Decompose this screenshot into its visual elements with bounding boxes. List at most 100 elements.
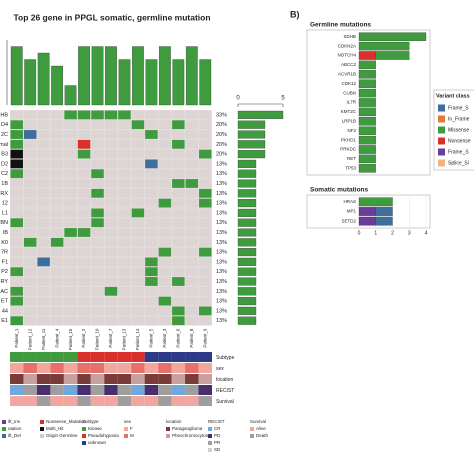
track-cell xyxy=(185,363,199,373)
cell xyxy=(91,208,104,218)
cell xyxy=(23,159,37,169)
cell xyxy=(64,139,77,149)
cell xyxy=(158,188,172,198)
cell xyxy=(50,267,64,277)
cell xyxy=(185,267,199,277)
track-cell xyxy=(36,352,51,362)
legend-swatch xyxy=(124,427,128,431)
cell xyxy=(37,208,50,218)
patient-label: Patient_8 xyxy=(189,328,194,348)
track-cell xyxy=(90,396,105,406)
gene-label: 12 xyxy=(2,201,8,207)
gene-label: mal xyxy=(0,142,8,148)
category-label: SETD2 xyxy=(341,218,356,223)
track-cell xyxy=(63,396,78,406)
cell xyxy=(145,159,158,169)
cell xyxy=(37,110,50,120)
cell xyxy=(158,198,172,208)
cell xyxy=(91,188,104,198)
gene-label: BN xyxy=(0,220,8,226)
track-cell xyxy=(90,352,105,362)
cell xyxy=(91,296,104,306)
cell xyxy=(185,228,199,237)
legend-label: Missense xyxy=(448,127,469,133)
legend-label: Paraganglioma xyxy=(172,426,203,431)
cell xyxy=(199,237,212,247)
cell xyxy=(64,306,77,316)
cell xyxy=(37,237,50,247)
cell xyxy=(104,188,118,198)
cell xyxy=(37,130,50,139)
cell xyxy=(158,130,172,139)
cell xyxy=(50,257,64,267)
cell xyxy=(10,188,23,198)
cell xyxy=(118,130,131,139)
patient-label: Patient_7 xyxy=(108,328,113,348)
cell xyxy=(172,169,185,179)
cell xyxy=(23,267,37,277)
patient-label: Patient_14 xyxy=(135,328,140,350)
legend-label: In_Frame xyxy=(448,116,470,122)
cell xyxy=(158,208,172,218)
cell xyxy=(118,159,131,169)
track-cell xyxy=(171,363,186,373)
cell xyxy=(77,228,91,237)
cell xyxy=(91,286,104,296)
track-cell xyxy=(198,385,212,395)
legend-swatch xyxy=(208,448,212,452)
cell xyxy=(23,179,37,188)
burden-bar xyxy=(172,59,185,106)
cell xyxy=(185,188,199,198)
track-cell xyxy=(10,385,24,395)
legend-label: Alive xyxy=(256,426,266,431)
cell xyxy=(64,179,77,188)
cell xyxy=(118,188,131,198)
cell xyxy=(199,296,212,306)
gene-label: 7R xyxy=(1,250,8,256)
gene-label: F1 xyxy=(2,259,8,265)
x-tick-label: 1 xyxy=(374,230,377,236)
track-cell xyxy=(36,385,51,395)
cell xyxy=(118,267,131,277)
cell xyxy=(77,296,91,306)
legend-label: Frame_S xyxy=(448,149,469,155)
cell xyxy=(131,228,145,237)
track-cell xyxy=(117,352,132,362)
count-bar xyxy=(237,169,257,178)
cell xyxy=(158,267,172,277)
cell xyxy=(50,149,64,159)
category-label: MP1 xyxy=(347,209,357,214)
track-cell xyxy=(117,385,132,395)
x-tick-label: 4 xyxy=(425,230,428,236)
legend-title: Variant class xyxy=(436,93,470,99)
cell xyxy=(23,139,37,149)
bar xyxy=(358,164,376,173)
cell xyxy=(104,120,118,130)
bar xyxy=(358,51,376,60)
bar xyxy=(358,88,376,98)
cell xyxy=(37,218,50,228)
patient-label: Patient_9 xyxy=(202,328,207,348)
track-cell xyxy=(198,374,212,384)
patient-label: Patient_12 xyxy=(27,328,32,350)
cell xyxy=(185,179,199,188)
cell xyxy=(64,237,77,247)
cell xyxy=(91,247,104,257)
track-cell xyxy=(158,396,172,406)
gene-label: 1B xyxy=(1,181,8,187)
count-bar xyxy=(237,267,257,276)
cell xyxy=(172,188,185,198)
patient-label: Patient_13 xyxy=(122,328,127,350)
bar xyxy=(375,51,410,60)
count-bar xyxy=(237,199,257,208)
track-cell xyxy=(10,374,24,384)
legend-label: PR xyxy=(214,440,221,445)
cell xyxy=(172,237,185,247)
patient-label: Patient_11 xyxy=(41,328,46,350)
cell xyxy=(37,257,50,267)
track-cell xyxy=(63,352,78,362)
percent-label: 13% xyxy=(216,181,227,187)
gene-label: D4 xyxy=(1,122,8,128)
track-label: Survival xyxy=(216,399,234,405)
cell xyxy=(118,286,131,296)
